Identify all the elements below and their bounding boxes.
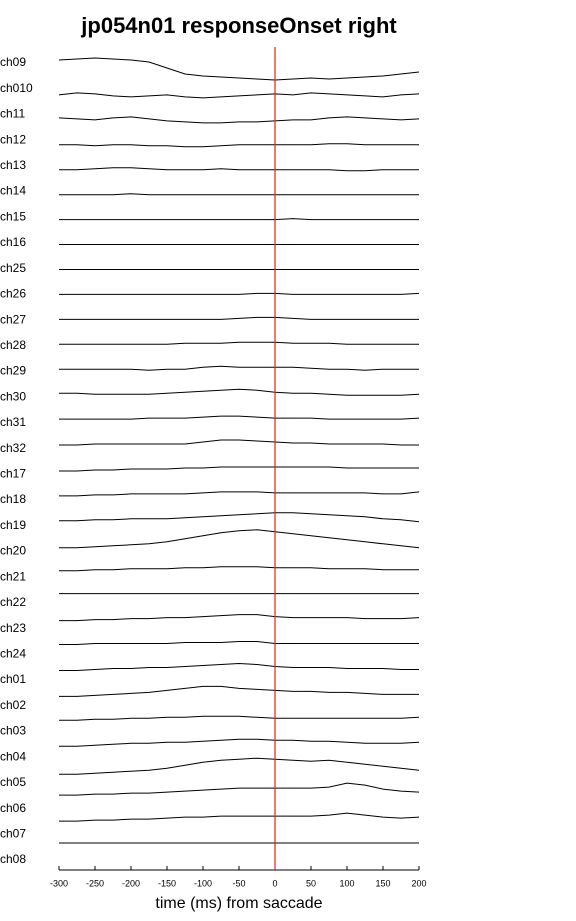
chart-title: jp054n01 responseOnset right xyxy=(80,13,397,38)
x-tick-label: 200 xyxy=(411,878,426,888)
channel-label: ch010 xyxy=(0,81,33,95)
channel-label: ch18 xyxy=(0,492,26,506)
channel-label: ch14 xyxy=(0,184,26,198)
trace xyxy=(59,341,419,345)
x-tick-label: -150 xyxy=(158,878,176,888)
trace xyxy=(59,365,419,371)
trace xyxy=(59,316,419,320)
trace xyxy=(59,566,419,572)
trace xyxy=(59,782,420,796)
channel-label: ch09 xyxy=(0,55,26,69)
channel-label: ch06 xyxy=(0,801,26,815)
channel-label: ch22 xyxy=(0,595,26,609)
trace xyxy=(59,143,419,148)
trace xyxy=(59,218,419,221)
trace xyxy=(59,388,420,396)
x-tick-label: 50 xyxy=(306,878,316,888)
trace xyxy=(58,57,420,81)
channel-label: ch07 xyxy=(0,826,26,840)
channel-label: ch25 xyxy=(0,261,26,275)
trace xyxy=(59,685,419,697)
x-axis-label: time (ms) from saccade xyxy=(155,895,322,912)
x-tick-label: -300 xyxy=(50,878,68,888)
trace xyxy=(59,641,419,645)
channel-label: ch27 xyxy=(0,312,26,326)
trace xyxy=(58,92,420,99)
channel-label: ch04 xyxy=(0,749,26,763)
trace xyxy=(59,715,420,721)
trace xyxy=(59,812,420,822)
channel-label: ch26 xyxy=(0,287,26,301)
channel-label: ch30 xyxy=(0,389,26,403)
trace xyxy=(59,292,420,295)
trace xyxy=(59,415,420,420)
trace xyxy=(59,466,419,472)
x-tick-label: 100 xyxy=(339,878,354,888)
channel-label: ch08 xyxy=(0,852,26,866)
channel-label: ch01 xyxy=(0,672,26,686)
trace xyxy=(59,167,419,172)
channel-label: ch17 xyxy=(0,467,26,481)
trace xyxy=(59,491,420,497)
channel-label: ch16 xyxy=(0,235,26,249)
trace xyxy=(59,662,419,671)
trace xyxy=(59,439,419,446)
trace xyxy=(59,512,420,523)
trace xyxy=(59,193,419,196)
channel-label: ch20 xyxy=(0,544,26,558)
trace xyxy=(59,529,420,549)
channel-label: ch12 xyxy=(0,132,26,146)
x-tick-label: -250 xyxy=(86,878,104,888)
channel-label: ch21 xyxy=(0,569,26,583)
channel-label: ch31 xyxy=(0,415,26,429)
channel-label: ch15 xyxy=(0,209,26,223)
x-tick-label: -100 xyxy=(194,878,212,888)
channel-label: ch29 xyxy=(0,364,26,378)
x-tick-label: 0 xyxy=(272,878,277,888)
trace xyxy=(59,738,420,747)
channel-label: ch05 xyxy=(0,775,26,789)
channel-label: ch13 xyxy=(0,158,26,172)
channel-label: ch23 xyxy=(0,621,26,635)
channel-label: ch24 xyxy=(0,646,26,660)
trace xyxy=(59,757,420,775)
trace xyxy=(59,614,420,622)
x-tick-label: -50 xyxy=(232,878,245,888)
channel-label: ch03 xyxy=(0,724,26,738)
channel-label: ch02 xyxy=(0,698,26,712)
x-tick-label: 150 xyxy=(375,878,390,888)
x-tick-label: -200 xyxy=(122,878,140,888)
channel-label: ch11 xyxy=(0,107,25,121)
channel-label: ch19 xyxy=(0,518,26,532)
trace xyxy=(58,116,420,124)
channel-label: ch28 xyxy=(0,338,26,352)
channel-label: ch32 xyxy=(0,441,26,455)
